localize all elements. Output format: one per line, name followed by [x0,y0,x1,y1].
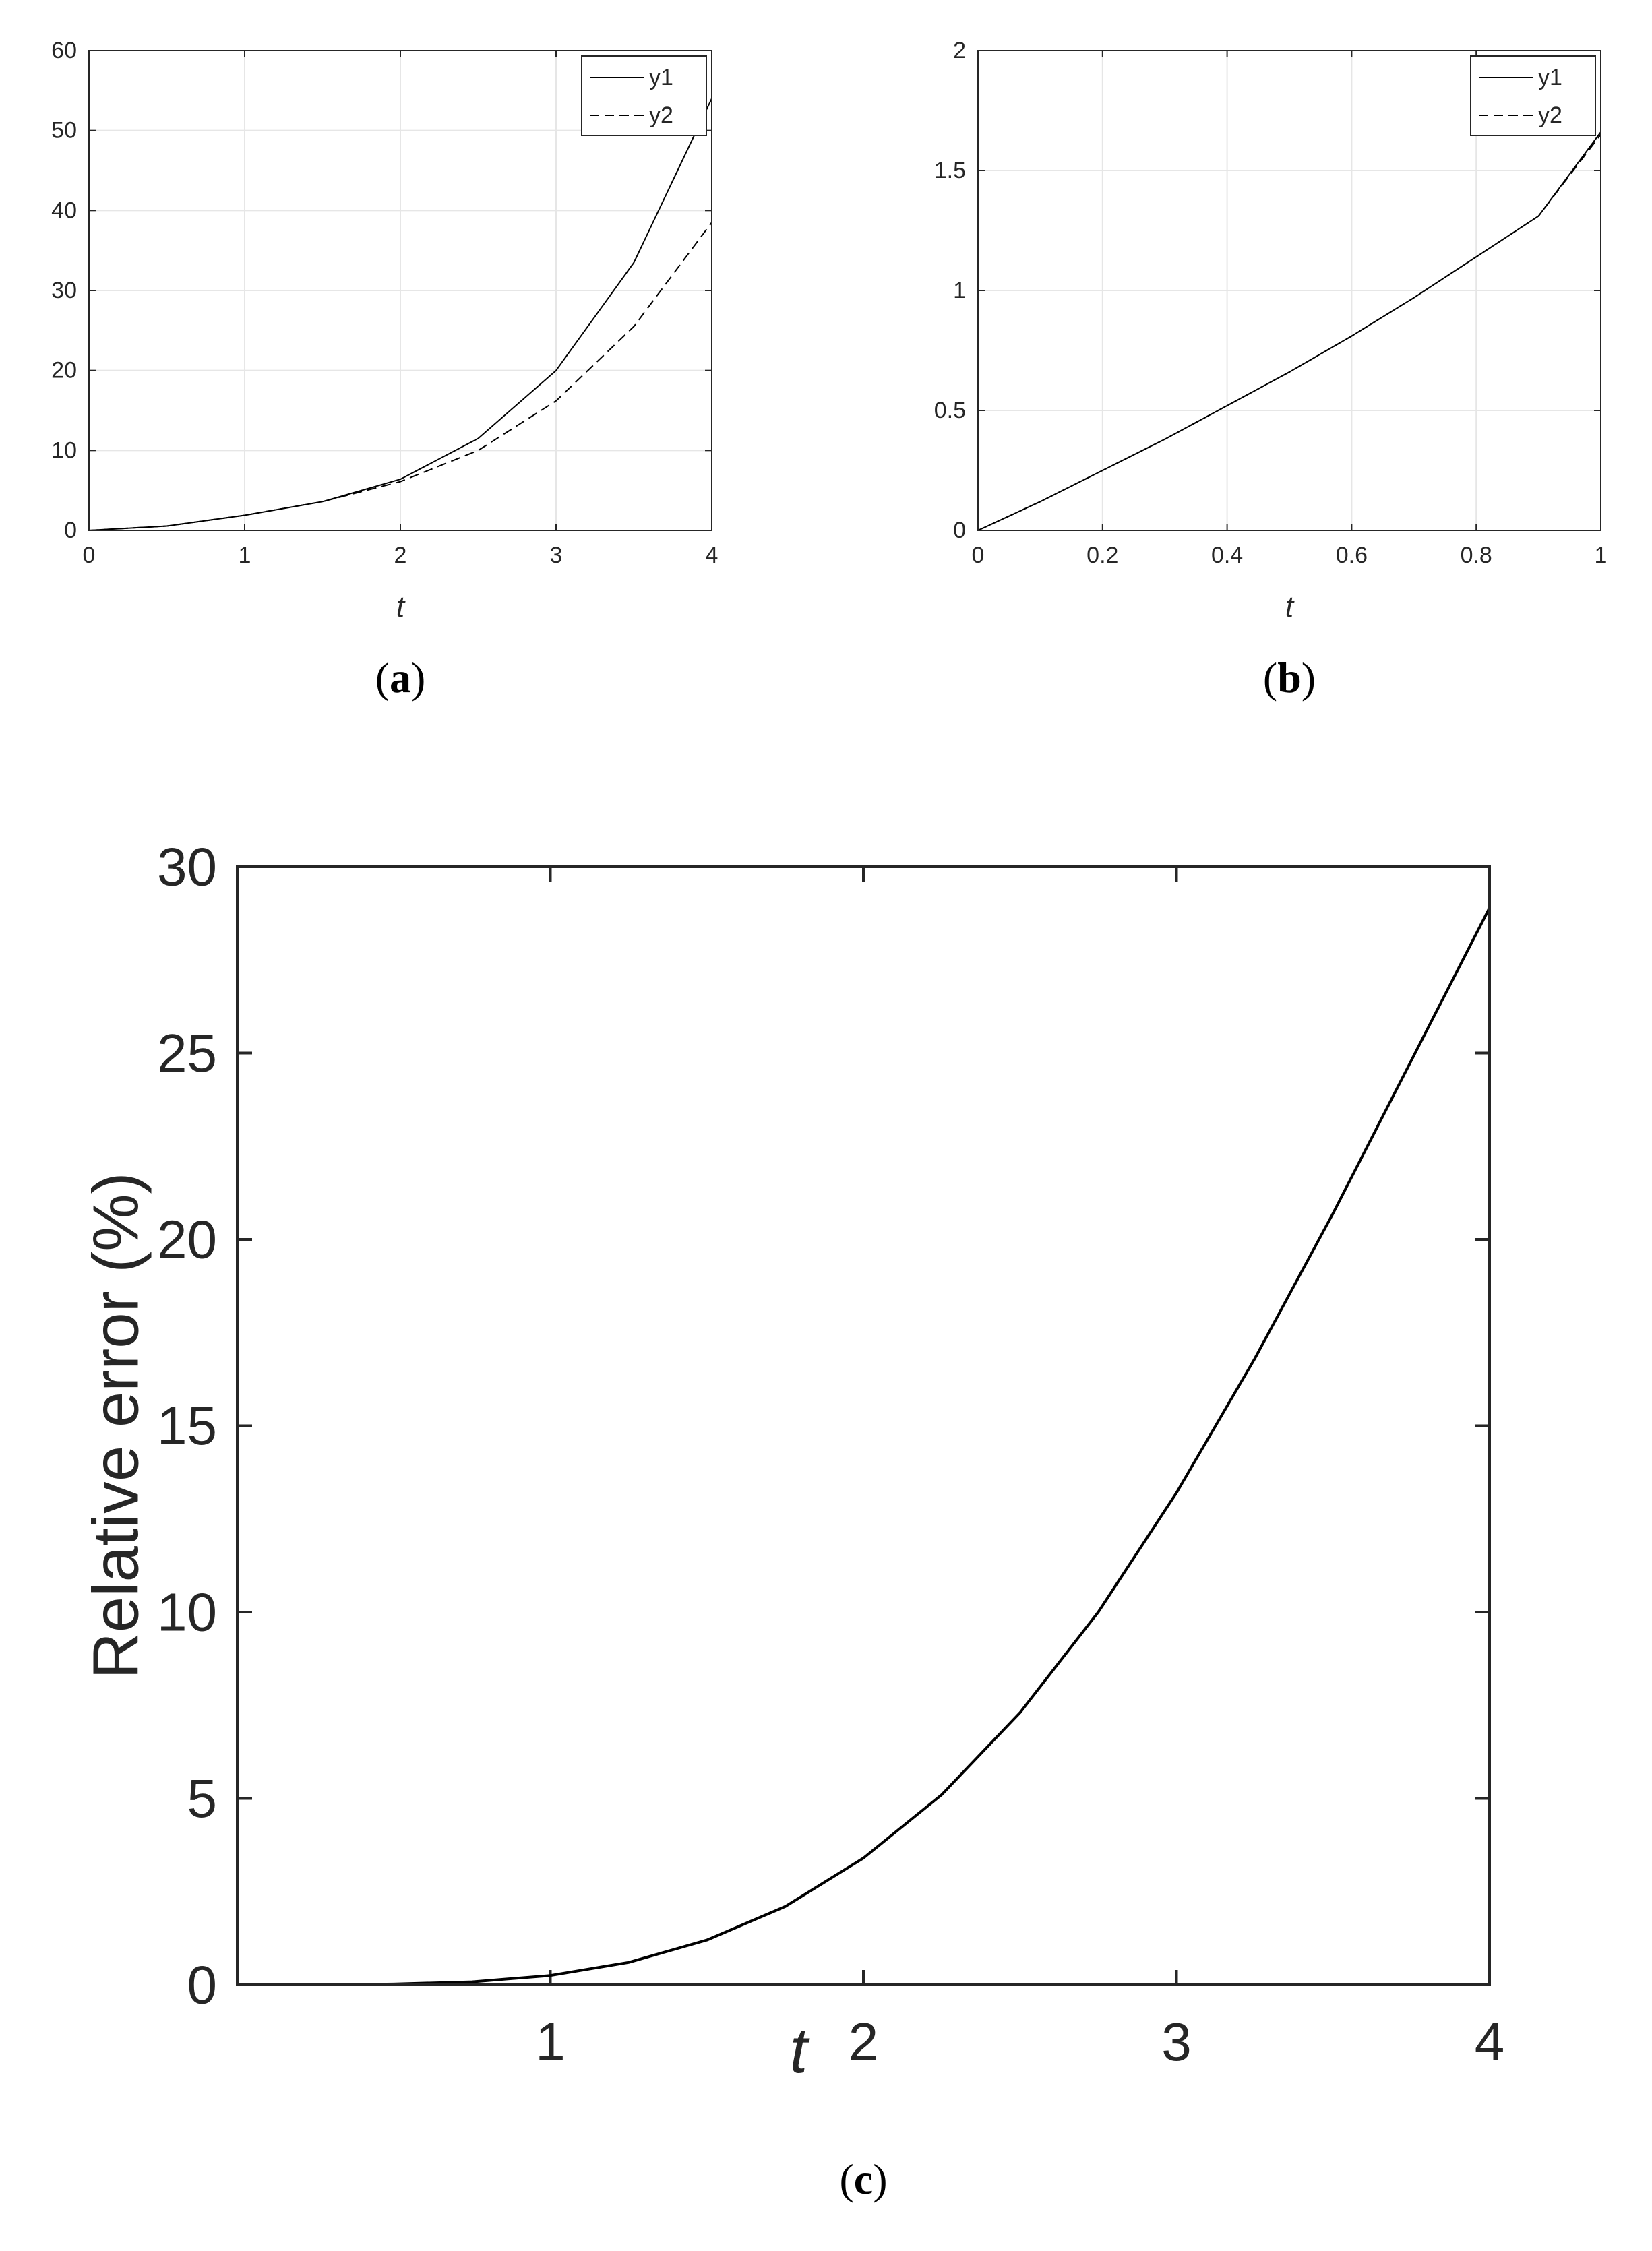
y-tick-label: 50 [51,118,77,144]
panel-label-open: ( [1263,654,1277,702]
y-tick-label: 30 [51,278,77,303]
y-tick-label: 0.5 [934,398,966,423]
y-tick-label: 15 [157,1396,217,1456]
x-tick-label: 0.6 [1336,543,1368,568]
x-tick-label: 3 [1161,2012,1192,2072]
series-line-y2 [88,222,712,531]
axes-box [977,50,1601,531]
legend-box [581,55,707,136]
y-tick-label: 20 [157,1210,217,1270]
y-tick-label: 30 [157,837,217,897]
panel-label-open: ( [375,654,390,702]
y-tick-label: 0 [953,518,966,543]
panel-label-letter: a [390,654,411,702]
x-tick-label: 1 [535,2012,565,2072]
x-axis-label: t [396,590,406,623]
x-tick-label: 3 [550,543,563,568]
x-tick-label: 4 [706,543,718,568]
x-tick-label: 1 [239,543,251,568]
axes-box [236,865,1491,1986]
x-tick-label: 4 [1475,2012,1505,2072]
y-tick-label: 1 [953,278,966,303]
y-tick-label: 10 [51,437,77,463]
series-line-curve [331,906,1491,1986]
panel-label-open: ( [839,2155,853,2203]
x-tick-label: 0.2 [1087,543,1118,568]
panel-label-close: ) [873,2155,887,2203]
legend-label: y1 [649,65,673,90]
plot-area [237,867,1490,1985]
x-tick-label: 0 [972,543,985,568]
x-tick-label: 0.8 [1461,543,1492,568]
legend-box [1470,55,1596,136]
y-tick-label: 2 [953,38,966,63]
x-tick-label: 2 [394,543,407,568]
panel-label-close: ) [411,654,425,702]
legend-label: y2 [1538,102,1562,128]
x-axis-label: t [790,2014,810,2087]
y-tick-label: 25 [157,1023,217,1083]
y-tick-label: 40 [51,197,77,223]
x-tick-label: 0 [83,543,96,568]
y-tick-label: 5 [187,1768,218,1828]
x-tick-label: 0.4 [1211,543,1243,568]
x-tick-label: 1 [1595,543,1608,568]
y-tick-label: 10 [157,1582,217,1642]
chart-c: 1 2 3 4 0 5 10 15 20 25 30 t Relative error (%) (c) [80,837,1505,2204]
y-tick-label: 20 [51,358,77,383]
panel-label: (c) [839,2155,887,2203]
y-tick-label: 1.5 [934,158,966,183]
panel-label-close: ) [1302,654,1316,702]
legend-label: y2 [649,102,673,128]
y-tick-label: 0 [187,1955,218,2015]
panel-label: (a) [375,654,426,702]
panel-label-letter: c [854,2155,873,2203]
x-tick-label: 2 [849,2012,879,2072]
y-axis-label: Relative error (%) [80,1172,152,1679]
legend-label: y1 [1538,65,1562,90]
y-tick-label: 60 [51,38,77,63]
axes-box [88,50,712,531]
panel-label-letter: b [1277,654,1302,702]
x-axis-label: t [1285,590,1295,623]
series-line-y2 [977,133,1601,531]
y-tick-label: 0 [64,518,77,543]
panel-label: (b) [1263,654,1316,702]
